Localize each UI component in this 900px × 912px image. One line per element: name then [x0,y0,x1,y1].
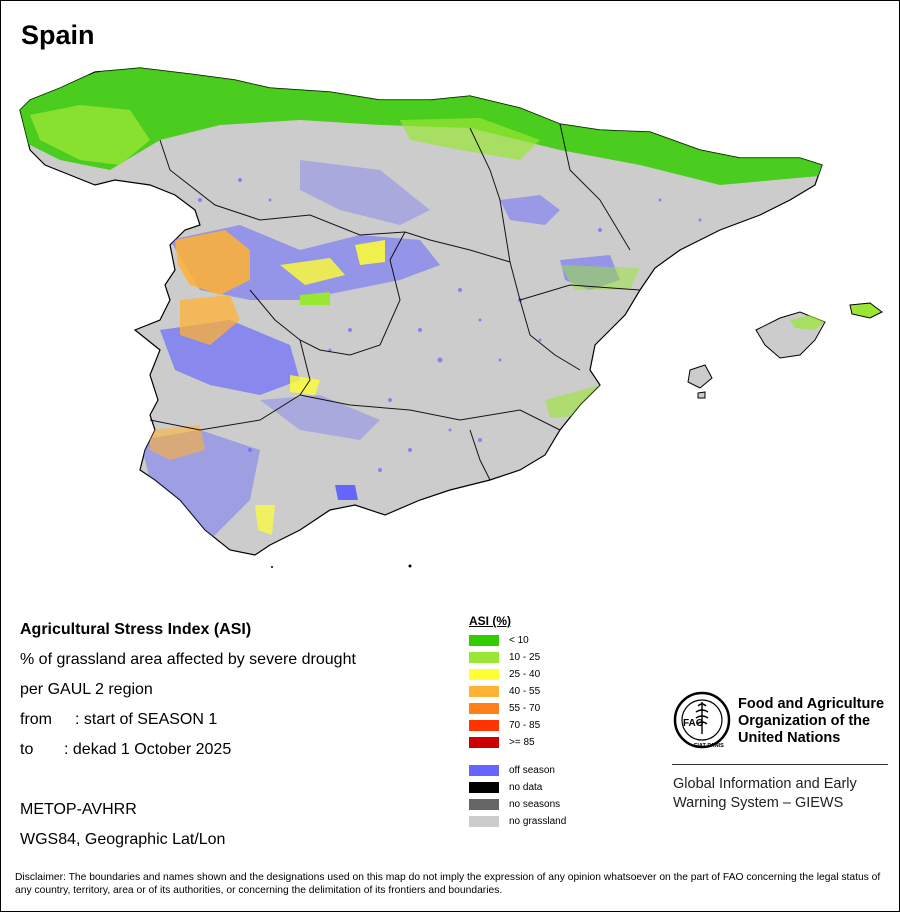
legend-label: no seasons [509,798,561,810]
spain-asi-map [19,67,883,568]
asi-class-legend-item: 25 - 40 [469,668,540,680]
asi-class-legend-item: 10 - 25 [469,651,540,663]
status-class-legend-item: no grassland [469,815,566,827]
info-to-label: to [20,741,34,758]
fao-logo: FAO FIAT PANIS [673,691,731,749]
info-from-value: : start of SEASON 1 [75,711,218,728]
legend-swatch [469,815,499,827]
asi-class-legend-item: 55 - 70 [469,702,540,714]
legend-swatch [469,634,499,646]
info-description: % of grassland area affected by severe d… [20,651,356,668]
fao-org-line1: Food and Agriculture [738,696,885,712]
legend-swatch [469,764,499,776]
status-class-legend-item: off season [469,764,555,776]
fao-org-line3: United Nations [738,730,841,746]
legend-swatch [469,668,499,680]
legend-label: no grassland [509,815,567,827]
status-class-legend-item: no data [469,781,542,793]
divider [672,764,888,765]
info-sensor: METOP-AVHRR [20,801,137,818]
legend-swatch [469,685,499,697]
status-class-legend-item: no seasons [469,798,560,810]
drought-zone-west [175,230,250,295]
legend-label: 25 - 40 [509,668,541,680]
info-projection: WGS84, Geographic Lat/Lon [20,831,226,848]
fao-logo-motto: FIAT PANIS [694,743,724,749]
giews-line2: Warning System – GIEWS [673,795,844,811]
legend-label: >= 85 [509,736,535,748]
giews-line1: Global Information and Early [673,776,857,792]
legend-swatch [469,736,499,748]
legend-title: ASI (%) [469,614,511,628]
ibiza [687,364,713,389]
disclaimer: Disclaimer: The boundaries and names sho… [15,872,881,896]
info-region-level: per GAUL 2 region [20,681,153,698]
fao-logo-letter-f: FAO [683,718,704,729]
asi-class-legend-item: 70 - 85 [469,719,540,731]
fao-organization-name: Food and Agriculture Organization of the… [738,696,898,747]
legend-swatch [469,719,499,731]
asi-class-legend-item: >= 85 [469,736,535,748]
legend-label: 10 - 25 [509,651,541,663]
legend-label: no data [509,781,543,793]
legend-label: < 10 [509,634,529,646]
asi-class-legend-item: 40 - 55 [469,685,540,697]
map-title: Spain [21,20,95,50]
info-from-label: from [20,711,52,728]
legend-swatch [469,781,499,793]
giews-name: Global Information and Early Warning Sys… [673,775,893,813]
mainland-spain [19,67,823,556]
fao-org-line2: Organization of the [738,713,871,729]
asi-class-legend-item: < 10 [469,634,529,646]
info-title: Agricultural Stress Index (ASI) [20,621,252,638]
info-to-value: : dekad 1 October 2025 [64,741,232,758]
legend-swatch [469,702,499,714]
legend-label: 70 - 85 [509,719,541,731]
legend-label: 40 - 55 [509,685,541,697]
menorca [849,302,883,319]
legend-swatch [469,651,499,663]
legend-swatch [469,798,499,810]
legend-label: 55 - 70 [509,702,541,714]
legend-label: off season [509,764,555,776]
